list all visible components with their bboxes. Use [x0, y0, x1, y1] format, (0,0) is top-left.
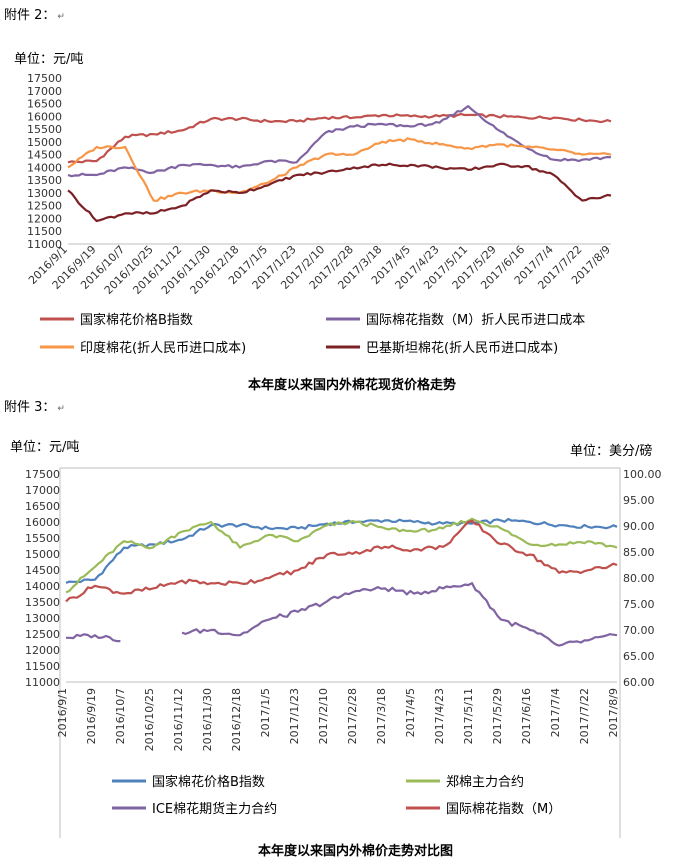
annex-2-text: 附件 2：	[4, 8, 56, 23]
y-tick-label: 14500	[27, 149, 62, 162]
x-tick-label: 2017/6/16	[520, 688, 533, 744]
chart2-svg: 11000 11500 12000 12500 13000 13500 14000 14500…	[25, 467, 662, 838]
y-tick-label: 16000	[27, 110, 62, 123]
series-line	[67, 104, 612, 178]
y-tick-label: 17000	[25, 484, 60, 497]
x-tick-label: 2017/2/28	[346, 688, 359, 744]
y-tick-label: 17500	[25, 468, 60, 481]
y2-tick-label: 65.00	[623, 650, 655, 663]
series-line	[65, 517, 618, 584]
y-tick-label: 11000	[27, 238, 62, 251]
series-line	[181, 582, 618, 647]
x-tick-label: 2017/7/4	[549, 688, 562, 737]
y-tick-label: 14000	[27, 161, 62, 174]
y-tick-label: 12500	[27, 200, 62, 213]
chart1-lines	[67, 104, 612, 223]
y2-tick-label: 95.00	[623, 494, 655, 507]
series-line	[65, 517, 618, 594]
legend-label: ICE棉花期货主力合约	[152, 801, 277, 817]
legend-label: 国家棉花价格B指数	[152, 774, 265, 790]
y2-tick-label: 100.00	[623, 468, 662, 481]
chart1-unit-label: 单位：元/吨	[14, 52, 84, 67]
y-tick-label: 13500	[25, 596, 60, 609]
y-tick-label: 15500	[25, 532, 60, 545]
x-tick-label: 2017/5/29	[491, 688, 504, 744]
legend-label: 巴基斯坦棉花(折人民币进口成本)	[366, 340, 558, 356]
chart1-svg: 1100011500120001250013000135001400014500…	[26, 72, 613, 356]
x-tick-label: 2017/8/9	[607, 688, 620, 737]
x-tick-label: 2017/1/23	[288, 688, 301, 744]
y-tick-label: 12000	[27, 212, 62, 225]
x-tick-label: 2017/1/5	[259, 688, 272, 737]
y-tick-label: 13500	[27, 174, 62, 187]
chart2-legend: 国家棉花价格B指数 郑棉主力合约 ICE棉花期货主力合约 国际棉花指数（M）	[112, 774, 561, 817]
return-mark: ↵	[57, 12, 65, 22]
y2-tick-label: 70.00	[623, 624, 655, 637]
x-tick-label: 2016/12/18	[230, 688, 243, 751]
chart2-caption: 本年度以来国内外棉价走势对比图	[258, 844, 454, 859]
chart2-axes: 11000 11500 12000 12500 13000 13500 14000 14500…	[25, 468, 662, 751]
y2-tick-label: 80.00	[623, 572, 655, 585]
x-tick-label: 2017/7/22	[578, 688, 591, 744]
y-tick-label: 13000	[27, 187, 62, 200]
y-tick-label: 11000	[25, 676, 60, 689]
y-tick-label: 16500	[25, 500, 60, 513]
chart2-plot-border	[59, 467, 621, 838]
series-line	[67, 162, 612, 223]
series-line	[66, 633, 121, 643]
series-line	[67, 112, 612, 164]
x-tick-label: 2017/2/10	[317, 688, 330, 744]
y-tick-label: 15000	[25, 548, 60, 561]
x-tick-label: 2016/10/7	[114, 688, 127, 744]
legend-label: 国家棉花价格B指数	[80, 312, 193, 328]
x-tick-label: 2016/11/30	[201, 688, 214, 751]
y-tick-label: 17500	[27, 72, 62, 85]
series-line	[67, 137, 612, 202]
y-tick-label: 16000	[25, 516, 60, 529]
x-tick-label: 2016/10/25	[143, 688, 156, 751]
legend-label: 郑棉主力合约	[446, 775, 524, 790]
annex-3-label: 附件 3： ↵	[4, 396, 65, 415]
x-tick-label: 2016/9/1	[56, 688, 69, 737]
series-line	[65, 519, 618, 603]
y-tick-label: 11500	[27, 225, 62, 238]
chart2-unit-right: 单位：美分/磅	[570, 444, 653, 459]
x-tick-label: 2016/11/12	[172, 688, 185, 751]
chart1-caption: 本年度以来国内外棉花现货价格走势	[248, 378, 457, 393]
legend-label: 印度棉花(折人民币进口成本)	[80, 340, 246, 356]
y-tick-label: 15500	[27, 123, 62, 136]
y2-tick-label: 75.00	[623, 598, 655, 611]
x-tick-label: 2017/5/11	[462, 688, 475, 744]
x-tick-label: 2017/4/23	[433, 688, 446, 744]
annex-3-text: 附件 3：	[4, 400, 56, 415]
y-tick-label: 11500	[25, 660, 60, 673]
x-tick-label: 2017/3/18	[375, 688, 388, 744]
return-mark: ↵	[57, 404, 65, 414]
y-tick-label: 14000	[25, 580, 60, 593]
x-tick-label: 2017/4/5	[404, 688, 417, 737]
y-tick-label: 12500	[25, 628, 60, 641]
y2-tick-label: 60.00	[623, 676, 655, 689]
y-tick-label: 15000	[27, 136, 62, 149]
y-tick-label: 13000	[25, 612, 60, 625]
y2-tick-label: 85.00	[623, 546, 655, 559]
y-tick-label: 17000	[27, 85, 62, 98]
chart1-axes: 1100011500120001250013000135001400014500…	[26, 72, 613, 297]
legend-label: 国际棉花指数（M）	[446, 801, 561, 817]
x-tick-label: 2016/9/19	[85, 688, 98, 744]
annex-2-label: 附件 2： ↵	[4, 4, 65, 23]
y-tick-label: 12000	[25, 644, 60, 657]
chart2-lines	[65, 517, 618, 647]
y2-tick-label: 90.00	[623, 520, 655, 533]
chart2-unit-left: 单位：元/吨	[10, 440, 80, 455]
legend-label: 国际棉花指数（M）折人民币进口成本	[366, 312, 585, 328]
y-tick-label: 16500	[27, 98, 62, 111]
y-tick-label: 14500	[25, 564, 60, 577]
chart1-legend: 国家棉花价格B指数 国际棉花指数（M）折人民币进口成本印度棉花(折人民币进口成本)…	[40, 312, 585, 356]
